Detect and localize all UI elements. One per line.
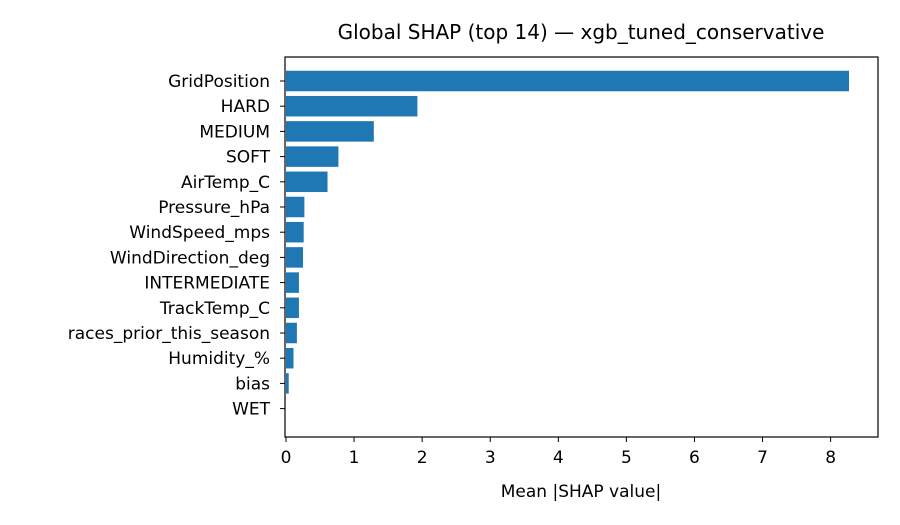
y-tick-label: GridPosition [168, 72, 270, 92]
y-tick-label: TrackTemp_C [159, 299, 270, 319]
bar-races_prior_this_season [286, 322, 297, 344]
y-tick-labels: GridPosition HARD MEDIUM SOFT AirTemp_C Press… [68, 72, 285, 420]
bar-Humidity_% [286, 347, 294, 369]
y-tick-label: Humidity_% [168, 349, 270, 369]
bars-group [286, 70, 849, 394]
y-tick-label: MEDIUM [199, 122, 270, 142]
bar-AirTemp_C [286, 171, 328, 193]
bar-GridPosition [286, 70, 849, 92]
x-ticks: 0 1 2 3 4 5 6 7 8 [281, 437, 836, 468]
bar-HARD [286, 95, 418, 117]
x-axis-label: Mean |SHAP value| [501, 482, 661, 502]
y-tick-label: INTERMEDIATE [144, 274, 270, 294]
y-tick-label: AirTemp_C [181, 173, 270, 193]
y-tick-label: races_prior_this_season [68, 324, 270, 344]
plot-frame [284, 56, 879, 438]
y-tick-label: SOFT [226, 148, 271, 168]
bar-SOFT [286, 146, 339, 167]
x-tick-label: 6 [689, 448, 700, 468]
y-tick-label: bias [235, 374, 270, 394]
y-tick-label: WindDirection_deg [110, 248, 270, 268]
x-tick-label: 0 [281, 448, 292, 468]
y-tick-label: Pressure_hPa [158, 198, 270, 218]
bar-bias [286, 373, 289, 394]
chart-title: Global SHAP (top 14) — xgb_tuned_conserv… [338, 20, 825, 44]
x-tick-label: 4 [553, 448, 564, 468]
x-tick-label: 5 [621, 448, 632, 468]
bar-MEDIUM [286, 121, 374, 142]
x-tick-label: 1 [349, 448, 360, 468]
x-tick-label: 7 [757, 448, 768, 468]
x-tick-label: 3 [485, 448, 496, 468]
y-tick-label: WET [232, 400, 271, 420]
bar-TrackTemp_C [286, 297, 299, 319]
bar-WindDirection_deg [286, 247, 304, 268]
x-tick-label: 8 [825, 448, 836, 468]
y-tick-label: WindSpeed_mps [129, 223, 270, 243]
y-tick-label: HARD [221, 97, 270, 117]
bar-INTERMEDIATE [286, 272, 299, 293]
bar-WindSpeed_mps [286, 221, 304, 243]
x-tick-label: 2 [417, 448, 428, 468]
bar-Pressure_hPa [286, 196, 305, 218]
